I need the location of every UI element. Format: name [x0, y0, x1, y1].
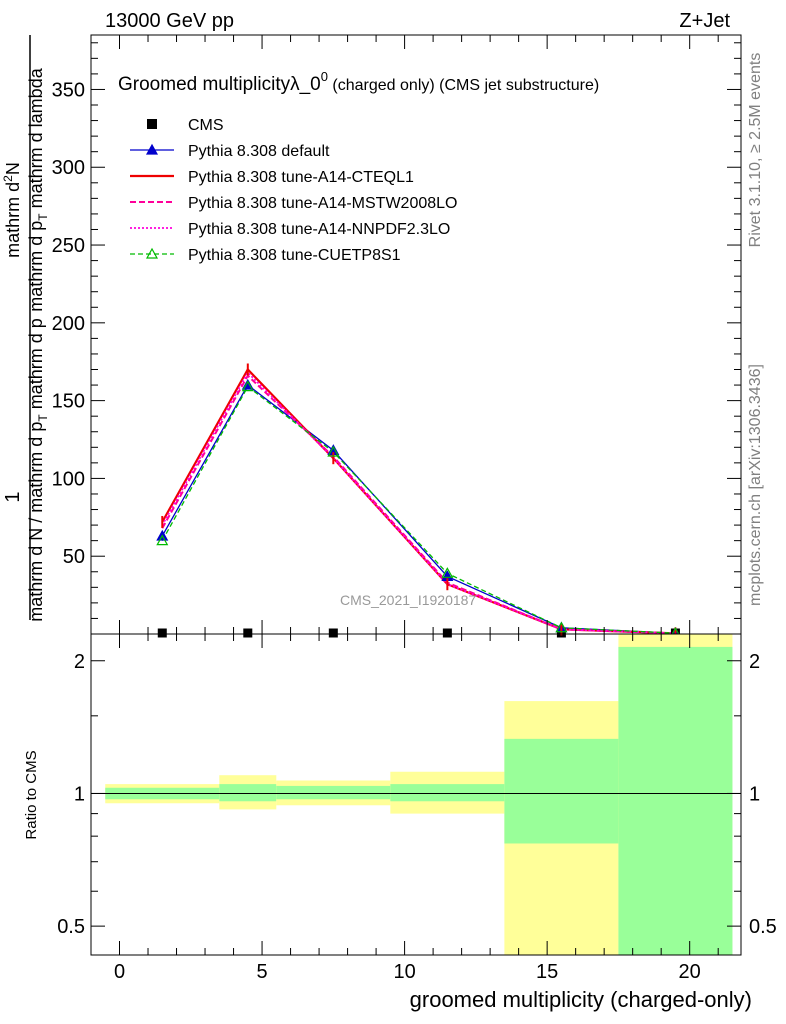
ratio-x-axis: 0 5 10 15 20 — [90, 634, 719, 983]
chart-title: Groomed multiplicityλ_00 (charged only) … — [118, 69, 599, 95]
legend: CMS Pythia 8.308 default Pythia 8.308 tune… — [130, 117, 457, 264]
cuetp8s1-point — [156, 534, 169, 546]
ratio-xtick-label: 0 — [114, 961, 125, 983]
x-axis-label: groomed multiplicity (charged-only) — [410, 987, 752, 1012]
main-ylabel: 1 mathrm d N / mathrm d pT mathrm d p ma… — [1, 35, 50, 622]
ylabel-one: 1 — [2, 491, 24, 502]
main-series — [161, 367, 676, 635]
ratio-band-inner — [219, 784, 277, 802]
legend-open-triangle-marker — [145, 247, 159, 259]
legend-label: Pythia 8.308 default — [188, 143, 330, 160]
ylabel-den-a: mathrm d N / mathrm d p — [26, 422, 46, 622]
legend-triangle-marker — [145, 143, 159, 155]
main-ytick-label: 150 — [52, 391, 85, 413]
ylabel-den-b: mathrm d p — [26, 318, 46, 414]
ratio-ytick-label-right: 0.5 — [749, 916, 777, 938]
ratio-ytick-label: 1 — [74, 783, 85, 805]
ylabel-num-n: N — [3, 162, 23, 175]
series-line-4 — [161, 371, 676, 635]
ratio-band-inner — [504, 738, 619, 844]
series-line-5 — [161, 385, 676, 634]
legend-entry-4: Pythia 8.308 tune-A14-NNPDF2.3LO — [130, 221, 450, 238]
ylabel-num-d: mathrm d — [3, 182, 23, 258]
cuetp8s1-point — [441, 567, 454, 578]
cms-point — [442, 628, 452, 638]
ylabel-numerator-d: mathrm d pT mathrm d lambda — [26, 67, 50, 311]
cuetp8s1-point — [327, 445, 340, 457]
ratio-xtick-label: 5 — [256, 961, 267, 983]
ratio-ytick-label: 2 — [74, 651, 85, 673]
rivet-label: Rivet 3.1.10, ≥ 2.5M events — [747, 53, 764, 248]
main-ytick-label: 50 — [63, 546, 85, 568]
ratio-frame — [90, 633, 742, 956]
chart-title-main: Groomed multiplicityλ_0 — [118, 74, 321, 95]
ylabel-num2-sub: T — [36, 213, 50, 221]
main-x-ticks — [90, 35, 719, 634]
ratio-band-inner — [276, 785, 391, 800]
ylabel-num2-b: mathrm d lambda — [26, 67, 46, 213]
ylabel-denominator: mathrm d N / mathrm d pT mathrm d p — [26, 318, 50, 621]
ratio-ytick-label: 0.5 — [57, 916, 85, 938]
main-ytick-label: 300 — [52, 157, 85, 179]
main-ytick-label: 350 — [52, 79, 85, 101]
ratio-y-axis: 0.5 0.5 1 1 2 2 — [57, 651, 777, 938]
ratio-xtick-label: 10 — [393, 961, 415, 983]
ratio-ytick-label-right: 2 — [749, 651, 760, 673]
legend-label: Pythia 8.308 tune-A14-NNPDF2.3LO — [188, 221, 450, 238]
cuetp8s1-point — [241, 380, 254, 392]
legend-square-marker — [147, 119, 157, 129]
legend-label: CMS — [188, 117, 224, 134]
ratio-band-inner — [390, 784, 505, 802]
main-ytick-label: 100 — [52, 468, 85, 490]
ratio-bands — [105, 634, 733, 955]
legend-entry-1: Pythia 8.308 default — [130, 143, 330, 160]
cms-point — [243, 628, 253, 638]
legend-entry-2: Pythia 8.308 tune-A14-CTEQL1 — [130, 169, 414, 186]
legend-label: Pythia 8.308 tune-CUETP8S1 — [188, 247, 401, 264]
ratio-ytick-label-right: 1 — [749, 783, 760, 805]
main-panel: 50 100 150 200 250 300 350 Groomed multiplicit… — [1, 34, 742, 640]
header-right: Z+Jet — [679, 10, 730, 32]
ylabel-numerator-n: mathrm d2N — [1, 162, 23, 258]
header-left: 13000 GeV pp — [105, 10, 234, 32]
analysis-watermark: CMS_2021_I1920187 — [340, 592, 476, 608]
ratio-xtick-label: 15 — [536, 961, 558, 983]
legend-label: Pythia 8.308 tune-A14-MSTW2008LO — [188, 195, 457, 212]
cuetp8s1-point — [555, 621, 568, 633]
ylabel-num2-a: mathrm d p — [26, 221, 46, 312]
series-line-3 — [161, 374, 676, 635]
legend-entry-3: Pythia 8.308 tune-A14-MSTW2008LO — [130, 195, 457, 212]
chart-title-suffix: (charged only) (CMS jet substructure) — [328, 77, 599, 94]
ratio-ylabel: Ratio to CMS — [23, 750, 40, 839]
main-ytick-label: 250 — [52, 235, 85, 257]
legend-entry-5: Pythia 8.308 tune-CUETP8S1 — [130, 247, 401, 264]
ratio-band-inner — [618, 646, 733, 955]
main-y-axis: 50 100 150 200 250 300 350 — [52, 42, 741, 619]
legend-entry-0: CMS — [147, 117, 224, 134]
main-ytick-label: 200 — [52, 313, 85, 335]
ylabel-den-sub: T — [36, 414, 50, 422]
ylabel-num-sup: 2 — [1, 175, 15, 182]
main-markers — [156, 363, 682, 640]
chart-title-sup: 0 — [321, 69, 328, 84]
legend-label: Pythia 8.308 tune-A14-CTEQL1 — [188, 169, 414, 186]
ratio-panel: 0.5 0.5 1 1 2 2 0 5 10 15 20 Ratio to CMS groomed… — [23, 633, 777, 1012]
mcplots-label: mcplots.cern.ch [arXiv:1306.3436] — [747, 364, 764, 606]
cms-point — [328, 628, 338, 638]
ratio-xtick-label: 20 — [679, 961, 701, 983]
cms-point — [157, 628, 167, 638]
